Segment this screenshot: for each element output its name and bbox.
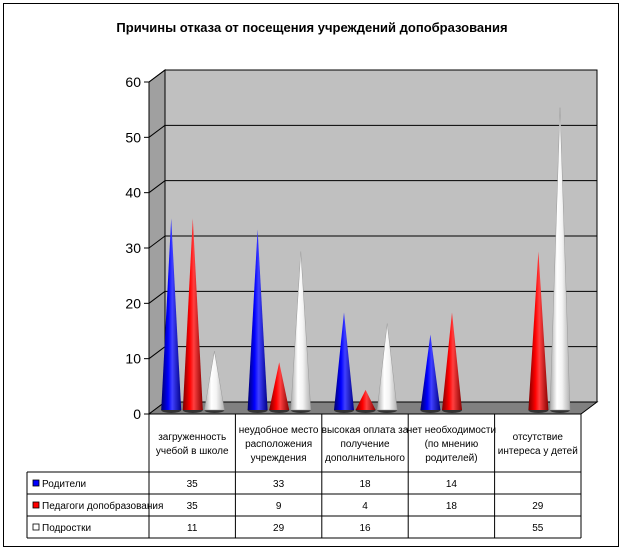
cone-body bbox=[182, 218, 203, 410]
data-label: 33 bbox=[273, 479, 285, 490]
gridline-side bbox=[148, 346, 166, 360]
cone bbox=[161, 218, 182, 413]
gridline-side bbox=[148, 180, 166, 194]
cone-body bbox=[247, 229, 268, 410]
data-label: 4 bbox=[362, 501, 368, 512]
cone bbox=[204, 351, 225, 413]
data-label: 35 bbox=[187, 501, 199, 512]
cone-body bbox=[334, 312, 354, 410]
category-label: расположения bbox=[245, 439, 312, 450]
data-label: 29 bbox=[532, 501, 544, 512]
cone bbox=[420, 334, 441, 413]
y-tick-label: 50 bbox=[125, 129, 141, 145]
cone bbox=[247, 229, 268, 413]
cone-body bbox=[442, 312, 462, 410]
legend-label: Подростки bbox=[42, 523, 91, 534]
data-label: 9 bbox=[276, 501, 282, 512]
cones-layer bbox=[161, 107, 571, 413]
cone bbox=[376, 323, 398, 413]
cone-body bbox=[161, 218, 182, 410]
data-label: 18 bbox=[446, 501, 458, 512]
cone-body bbox=[528, 251, 549, 410]
data-label: 14 bbox=[446, 479, 458, 490]
gridline-side bbox=[148, 290, 166, 304]
category-label: нет необходимости bbox=[407, 424, 496, 436]
category-label: неудобное место bbox=[239, 424, 319, 436]
chart-title: Причины отказа от посещения учреждений д… bbox=[116, 20, 508, 35]
cone bbox=[334, 312, 354, 413]
legend-key bbox=[32, 501, 40, 509]
category-label: учебой в школе bbox=[156, 445, 229, 457]
data-label: 16 bbox=[359, 523, 371, 534]
cone-body bbox=[290, 251, 312, 411]
data-label: 18 bbox=[359, 479, 371, 490]
y-tick-label: 60 bbox=[125, 74, 141, 90]
cone-body bbox=[549, 107, 571, 411]
cone bbox=[269, 362, 290, 413]
category-label: (по мнению bbox=[425, 439, 479, 450]
data-label: 55 bbox=[532, 523, 544, 534]
cone-body bbox=[355, 389, 376, 410]
gridlines bbox=[148, 69, 597, 360]
cone bbox=[528, 251, 549, 413]
data-label: 35 bbox=[187, 479, 199, 490]
cone-body bbox=[376, 323, 398, 411]
category-label: дополнительного bbox=[325, 453, 405, 464]
legend-label: Родители bbox=[42, 479, 86, 490]
cone-body bbox=[420, 334, 441, 410]
gridline-side bbox=[148, 69, 166, 83]
cone bbox=[442, 312, 462, 413]
legend-key bbox=[32, 479, 40, 487]
y-axis: 0 10 20 30 40 50 60 bbox=[125, 74, 150, 422]
y-tick-label: 10 bbox=[125, 351, 141, 367]
data-table: загруженность учебой в школе неудобное мес… bbox=[26, 414, 582, 539]
category-label: родителей) bbox=[425, 453, 477, 464]
y-tick-label: 30 bbox=[125, 240, 141, 256]
category-label: отсутствие bbox=[513, 432, 564, 443]
legend-label: Педагоги допобразования bbox=[42, 500, 163, 512]
category-label: высокая оплата за bbox=[322, 425, 409, 436]
category-label: загруженность bbox=[158, 432, 226, 443]
cone bbox=[290, 251, 312, 413]
table-grid bbox=[26, 414, 582, 539]
y-tick-label: 20 bbox=[125, 295, 141, 311]
category-label: получение bbox=[340, 439, 389, 450]
legend-key bbox=[32, 523, 40, 531]
y-tick-label: 40 bbox=[125, 185, 141, 201]
cone-body bbox=[269, 362, 290, 410]
data-label: 29 bbox=[273, 523, 285, 534]
data-label: 11 bbox=[187, 523, 198, 534]
category-label: учреждения bbox=[251, 453, 307, 464]
gridline-side bbox=[148, 235, 166, 249]
gridline-side bbox=[148, 124, 166, 138]
cone bbox=[549, 107, 571, 413]
cone bbox=[355, 389, 376, 413]
cone-body bbox=[204, 351, 225, 411]
category-label: интереса у детей bbox=[498, 446, 578, 457]
cone bbox=[182, 218, 203, 413]
y-tick-label: 0 bbox=[133, 406, 141, 422]
